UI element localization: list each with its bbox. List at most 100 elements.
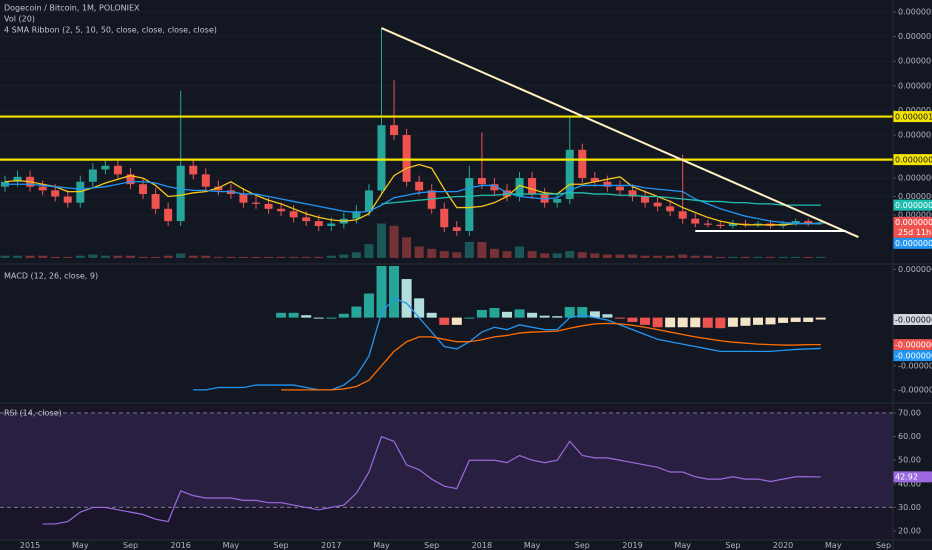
histogram-bar: [276, 312, 287, 318]
histogram-bar: [652, 317, 663, 328]
histogram-bar: [602, 314, 613, 318]
volume-bar: [213, 256, 223, 258]
x-tick-label: 2019: [622, 541, 642, 550]
volume-bar: [778, 256, 788, 258]
y-tick-label: 0.00000065: [898, 174, 932, 183]
histogram-bar: [753, 317, 763, 325]
y-tick-label: 50.00: [898, 456, 921, 465]
histogram-bar: [451, 317, 462, 325]
candle-body: [590, 178, 599, 182]
y-tick-label: 40.00: [898, 479, 921, 488]
horizontal-line-label: 0.00000080: [895, 155, 932, 164]
candle-body: [691, 218, 700, 224]
price-tag-label: 0.00000028: [895, 239, 932, 248]
histogram-bar: [614, 317, 625, 319]
price-tag-label: 0.00000043: [895, 201, 932, 210]
histogram-bar: [803, 317, 814, 322]
price-tag-label: 42.92: [895, 473, 918, 482]
histogram-bar: [338, 313, 349, 318]
x-tick-label: Sep: [876, 541, 891, 550]
volume-bar: [100, 255, 110, 258]
candle-body: [791, 221, 800, 224]
histogram-bar: [790, 317, 801, 322]
volume-bar: [427, 248, 437, 258]
histogram-bar: [552, 316, 563, 318]
volume-bar: [452, 252, 462, 258]
candle-body: [578, 149, 587, 179]
volume-bar: [439, 251, 449, 258]
candle-body: [716, 224, 725, 227]
volume-bar: [489, 248, 499, 258]
volume-bar: [126, 255, 135, 258]
histogram-bar: [502, 311, 512, 318]
histogram-bar: [426, 312, 437, 318]
x-tick-label: May: [825, 541, 842, 550]
candle-body: [553, 198, 562, 203]
volume-bar: [477, 241, 487, 258]
histogram-bar: [363, 293, 374, 318]
volume-bar: [238, 256, 248, 258]
x-tick-label: May: [674, 541, 691, 550]
volume-legend: Vol (20): [4, 15, 35, 24]
x-tick-label: May: [373, 541, 390, 550]
y-tick-label: 30.00: [898, 503, 921, 512]
volume-bar: [339, 254, 349, 258]
volume-bar: [414, 246, 424, 258]
histogram-bar: [539, 315, 550, 318]
volume-bar: [314, 256, 324, 258]
volume-bar: [276, 256, 286, 258]
x-tick-label: May: [72, 541, 89, 550]
histogram-bar: [414, 298, 425, 318]
candle-countdown: 25d 11h: [898, 228, 931, 237]
histogram-bar: [527, 312, 538, 318]
volume-bar: [753, 256, 763, 258]
volume-bar: [75, 255, 85, 258]
volume-bar: [665, 255, 675, 258]
candle-body: [88, 169, 97, 182]
price-axis: 0.00000200 0.00000180 0.00000160 0.00000140…: [893, 8, 932, 536]
histogram-bar: [439, 317, 450, 325]
volume-bar: [640, 255, 650, 258]
y-tick-label: 0.00000050: [898, 192, 932, 201]
candle-body: [252, 202, 260, 204]
volume-bar: [0, 255, 10, 258]
histogram-bar: [288, 312, 299, 318]
volume-bar: [728, 256, 738, 258]
histogram-bar: [389, 266, 400, 318]
horizontal-line-label: 0.00000115: [895, 112, 932, 121]
volume-bar: [163, 255, 173, 258]
x-tick-label: 2016: [171, 541, 191, 550]
volume-bar: [13, 255, 23, 258]
chart-title: Dogecoin / Bitcoin, 1M, POLONIEX: [4, 4, 140, 13]
y-tick-label: 0.00000140: [898, 81, 932, 90]
y-tick-label: -0.00000010: [898, 361, 932, 370]
volume-bar: [389, 225, 399, 258]
candle-body: [490, 184, 499, 191]
volume-bar: [188, 255, 198, 258]
candle-body: [113, 165, 122, 175]
y-tick-label: 0.00000180: [898, 32, 932, 41]
candle-body: [615, 186, 624, 191]
candle-body: [377, 125, 386, 191]
histogram-bar: [715, 317, 726, 329]
price-pane: [0, 11, 893, 258]
x-tick-label: Sep: [725, 541, 740, 550]
candle-body: [314, 221, 323, 227]
x-tick-label: 2020: [773, 541, 793, 550]
volume-bar: [38, 255, 48, 258]
rsi-line: [42, 435, 821, 525]
volume-bar: [201, 255, 211, 258]
x-tick-label: 2018: [472, 541, 492, 550]
histogram-bar: [640, 317, 651, 325]
candle-body: [239, 194, 248, 203]
x-tick-label: 2017: [321, 541, 341, 550]
candle-body: [289, 211, 298, 218]
candle-body: [51, 190, 60, 197]
indicator-line: [5, 181, 821, 225]
volume-bar: [326, 255, 336, 258]
volume-bar: [602, 254, 612, 258]
indicator-line: [281, 322, 821, 391]
price-tag: [893, 314, 932, 326]
histogram-bar: [627, 317, 638, 322]
ribbon-legend: 4 SMA Ribbon (2, 5, 10, 50, close, close…: [4, 26, 217, 35]
